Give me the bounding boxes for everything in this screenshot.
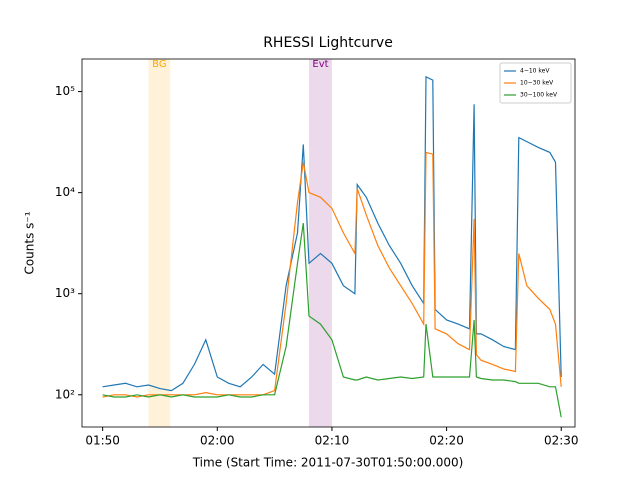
x-tick-label: 02:30 [544, 434, 579, 448]
y-tick-label: 10² [55, 387, 75, 401]
series-line [102, 223, 562, 418]
series-line [102, 151, 562, 398]
legend-label: 30−100 keV [520, 92, 558, 99]
x-tick-label: 02:10 [315, 434, 350, 448]
y-axis-label: Counts s⁻¹ [23, 211, 37, 274]
chart-title: RHESSI Lightcurve [263, 35, 393, 51]
legend-box [499, 62, 572, 104]
y-tick-label: 10⁴ [55, 185, 75, 199]
y-tick-label: 10⁵ [55, 84, 75, 98]
series-line [102, 75, 562, 392]
span-label: BG [152, 59, 166, 70]
highlight-span [148, 59, 171, 427]
legend-label: 4−10 keV [520, 68, 550, 75]
x-tick-label: 02:20 [429, 434, 464, 448]
x-tick-label: 01:50 [85, 434, 120, 448]
x-tick-label: 02:00 [200, 434, 235, 448]
axes-frame [81, 58, 576, 428]
highlight-span [309, 59, 332, 427]
legend-label: 10−30 keV [520, 80, 554, 87]
span-label: Evt [312, 59, 328, 70]
x-axis-label: Time (Start Time: 2011-07-30T01:50:00.00… [192, 456, 464, 470]
y-tick-label: 10³ [55, 286, 75, 300]
